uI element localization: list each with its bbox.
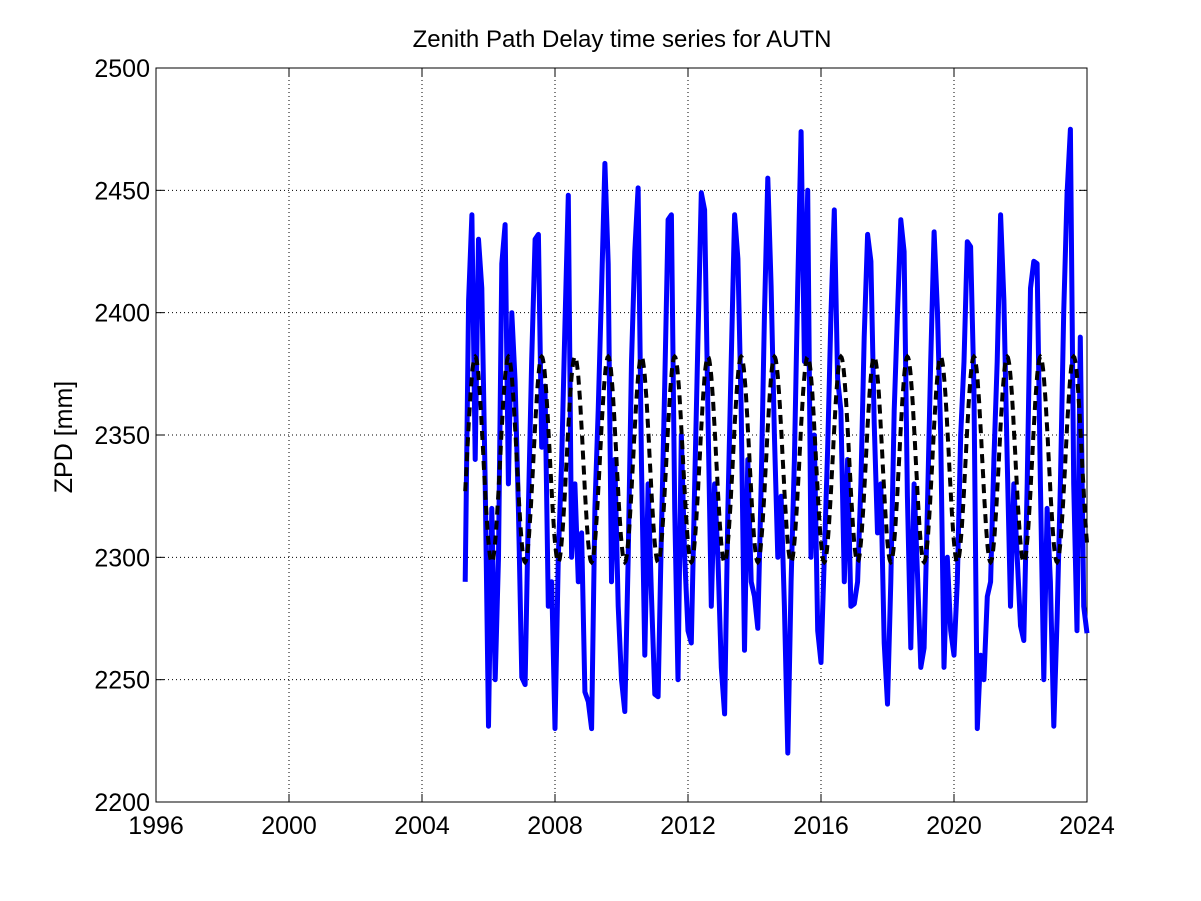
x-tick-label: 2020 — [926, 812, 982, 840]
chart-title: Zenith Path Delay time series for AUTN — [413, 26, 832, 53]
y-tick-label: 2500 — [94, 55, 150, 83]
x-tick-label: 1996 — [128, 812, 184, 840]
y-tick-label: 2450 — [94, 177, 150, 205]
axis-ticks — [155, 67, 1088, 803]
y-axis-tick-labels: 2200 2250 2300 2350 2400 2450 2500 — [94, 55, 150, 817]
x-tick-label: 2004 — [394, 812, 450, 840]
seasonal-model-line — [463, 353, 1089, 566]
y-tick-label: 2250 — [94, 667, 150, 695]
plot-area — [155, 67, 1090, 803]
y-tick-label: 2400 — [94, 300, 150, 328]
x-tick-label: 2016 — [793, 812, 849, 840]
x-tick-label: 2008 — [527, 812, 583, 840]
y-axis-label: ZPD [mm] — [50, 381, 78, 494]
y-tick-label: 2200 — [94, 789, 150, 817]
y-tick-label: 2300 — [94, 544, 150, 572]
y-tick-label: 2350 — [94, 422, 150, 450]
x-axis-tick-labels: 1996 2000 2004 2008 2012 2016 2020 2024 — [128, 812, 1115, 840]
series-layer — [462, 126, 1090, 756]
x-tick-label: 2000 — [261, 812, 317, 840]
x-tick-label: 2012 — [660, 812, 716, 840]
observed-zpd-line — [462, 126, 1090, 756]
x-tick-label: 2024 — [1059, 812, 1115, 840]
